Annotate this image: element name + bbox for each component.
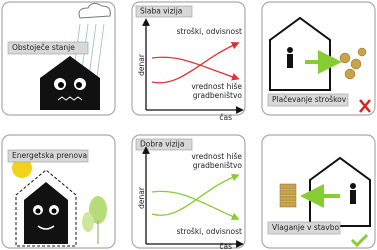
panel-label: Obstoječe stanje bbox=[12, 43, 75, 52]
curve-label: stroški, odvisnost bbox=[177, 227, 242, 236]
panel-existing: Obstoječe stanje bbox=[2, 2, 115, 115]
curve-label: gradbeništvo bbox=[193, 161, 243, 170]
curve-label: gradbeništvo bbox=[193, 91, 243, 100]
panel-paying-costs: Plačevanje stroškov bbox=[262, 2, 375, 115]
panel-bad-vision: Slaba vizija denar čas stroški, odvisnos… bbox=[132, 2, 245, 122]
panel-label: Dobra vizija bbox=[140, 140, 184, 149]
panel-investing: Vlaganje v stavbo bbox=[262, 135, 375, 248]
curve-label: vrednost hiše bbox=[191, 82, 242, 91]
panel-energy-renovation: Energetska prenova bbox=[2, 135, 115, 248]
panel-label: Slaba vizija bbox=[140, 7, 182, 16]
curve-label: stroški, odvisnost bbox=[177, 27, 242, 36]
y-axis-label: denar bbox=[137, 53, 146, 76]
y-axis-label: denar bbox=[137, 186, 146, 209]
panel-label: Energetska prenova bbox=[12, 151, 87, 160]
curve-label: vrednost hiše bbox=[191, 152, 242, 161]
diagram: Obstoječe stanje Slaba vizija denar čas … bbox=[0, 0, 377, 250]
panel-label: Plačevanje stroškov bbox=[272, 95, 347, 104]
x-axis-label: čas bbox=[219, 242, 232, 250]
panel-good-vision: Dobra vizija denar čas vrednost hiše gra… bbox=[132, 135, 245, 250]
panel-label: Vlaganje v stavbo bbox=[272, 223, 339, 232]
x-axis-label: čas bbox=[219, 113, 232, 122]
